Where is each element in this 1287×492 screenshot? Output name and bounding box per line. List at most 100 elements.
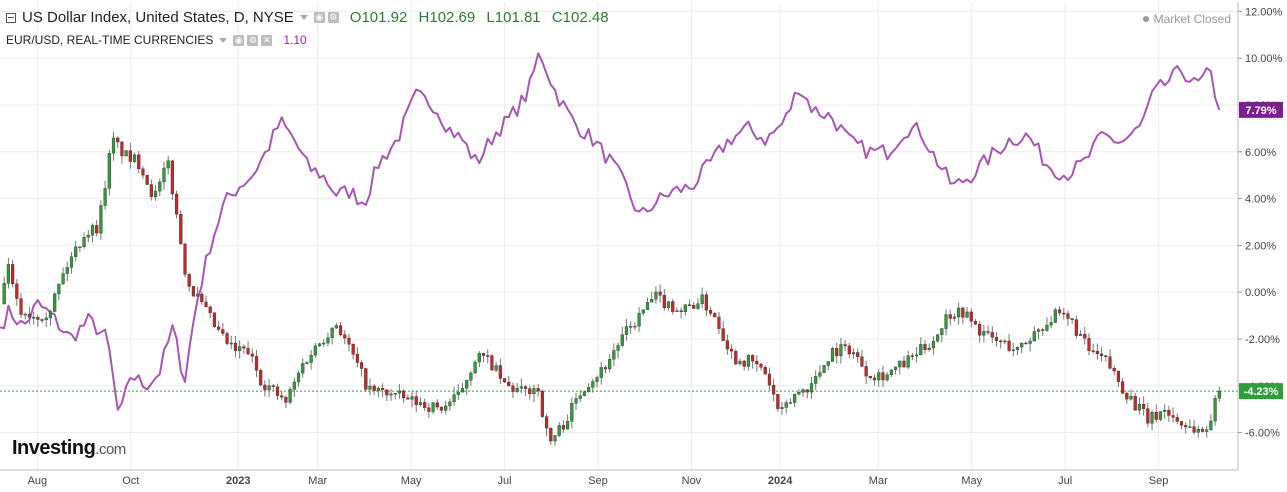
eye-icon[interactable]: ◉: [313, 12, 325, 23]
candle: [141, 166, 145, 180]
x-tick-label: Mar: [869, 475, 888, 487]
candle-body-down: [423, 402, 427, 408]
candle: [830, 346, 835, 362]
candle-body-up: [452, 394, 456, 403]
candle: [1095, 343, 1099, 360]
candle: [238, 340, 242, 359]
eye-icon[interactable]: ◉: [233, 34, 245, 46]
candle: [418, 397, 423, 407]
candle-body-down: [994, 337, 999, 342]
candle-body-up: [675, 310, 679, 312]
candle: [82, 232, 86, 249]
candle-body-up: [90, 225, 95, 236]
candle-body-up: [61, 273, 65, 285]
candle-body-down: [1192, 426, 1196, 433]
candle: [103, 180, 107, 210]
candle: [431, 402, 435, 415]
candle-body-up: [162, 167, 166, 183]
candle: [1150, 410, 1154, 431]
candle-body-up: [477, 353, 481, 363]
candle: [410, 391, 414, 408]
candle: [666, 300, 671, 312]
candle: [1175, 413, 1179, 425]
open-value: 101.92: [361, 9, 408, 26]
candle: [359, 360, 364, 377]
candle-body-up: [1003, 340, 1007, 343]
candle: [61, 267, 65, 286]
candle-body-up: [32, 317, 36, 319]
candle-body-down: [1062, 312, 1066, 315]
dropdown-caret-icon[interactable]: [219, 37, 228, 43]
candle-body-down: [263, 384, 267, 391]
candle-body-down: [1125, 393, 1129, 400]
settings-icon[interactable]: ⚙: [327, 12, 339, 23]
candle: [393, 392, 397, 400]
y-tick-label: 0.00%: [1245, 287, 1276, 299]
candle-body-down: [1133, 396, 1137, 411]
candle: [729, 344, 734, 359]
dropdown-caret-icon[interactable]: [299, 15, 308, 20]
x-tick-label: Sep: [1149, 475, 1169, 487]
candle: [389, 388, 393, 401]
candle-body-up: [914, 354, 919, 357]
candle-body-up: [23, 313, 27, 316]
candle: [738, 358, 742, 366]
candle-body-up: [322, 342, 326, 345]
candle-body-up: [6, 264, 11, 284]
candle: [1070, 318, 1074, 324]
candle-body-down: [259, 370, 263, 386]
candle: [1057, 306, 1062, 317]
candle: [1032, 326, 1036, 342]
candle-body-up: [553, 435, 557, 442]
secondary-value: 1.10: [283, 33, 307, 47]
candle: [877, 369, 881, 387]
candle-body-up: [645, 302, 650, 310]
candle-body-up: [599, 367, 603, 378]
close-icon[interactable]: ✕: [261, 34, 273, 46]
candle: [1083, 326, 1087, 345]
candle-body-down: [490, 355, 494, 371]
candle: [608, 354, 612, 373]
candle-body-down: [856, 352, 860, 357]
candle-body-up: [650, 299, 654, 303]
candle-body-down: [435, 402, 439, 408]
candle: [78, 246, 82, 252]
candle: [528, 385, 532, 400]
candle-body-up: [326, 337, 330, 344]
candle-body-up: [1049, 322, 1053, 326]
candle: [965, 306, 969, 319]
candle-body-down: [729, 348, 734, 352]
candle-body-down: [217, 326, 221, 330]
candle-body-down: [1066, 313, 1070, 319]
candle-body-down: [275, 386, 280, 396]
candle-body-up: [927, 347, 931, 350]
investing-logo[interactable]: Investing.com: [12, 437, 126, 459]
candle-body-up: [814, 376, 818, 384]
candle-body-down: [481, 353, 486, 356]
candle-body-up: [591, 381, 595, 388]
candle: [153, 185, 158, 201]
candle: [259, 368, 263, 387]
candle-body-down: [1154, 411, 1158, 420]
primary-symbol-title[interactable]: US Dollar Index, United States, D, NYSE: [22, 9, 294, 26]
collapse-icon[interactable]: [6, 12, 16, 23]
candle: [456, 384, 460, 400]
candle-body-down: [486, 355, 490, 357]
candle: [986, 325, 990, 336]
candle-body-down: [406, 397, 410, 400]
candle-body-up: [595, 377, 599, 382]
candle: [149, 179, 153, 201]
candle-body-down: [1146, 408, 1150, 424]
candle: [179, 210, 183, 245]
candle: [856, 348, 860, 363]
candle: [242, 344, 246, 355]
candle-body-up: [166, 160, 170, 169]
candle: [759, 362, 763, 371]
candle: [170, 160, 174, 200]
candle-body-up: [53, 293, 57, 312]
secondary-symbol-title[interactable]: EUR/USD, REAL-TIME CURRENCIES: [6, 33, 214, 47]
settings-icon[interactable]: ⚙: [247, 34, 259, 46]
candle-value-tag-bg: [1239, 383, 1283, 400]
close-value: 102.48: [562, 9, 609, 26]
